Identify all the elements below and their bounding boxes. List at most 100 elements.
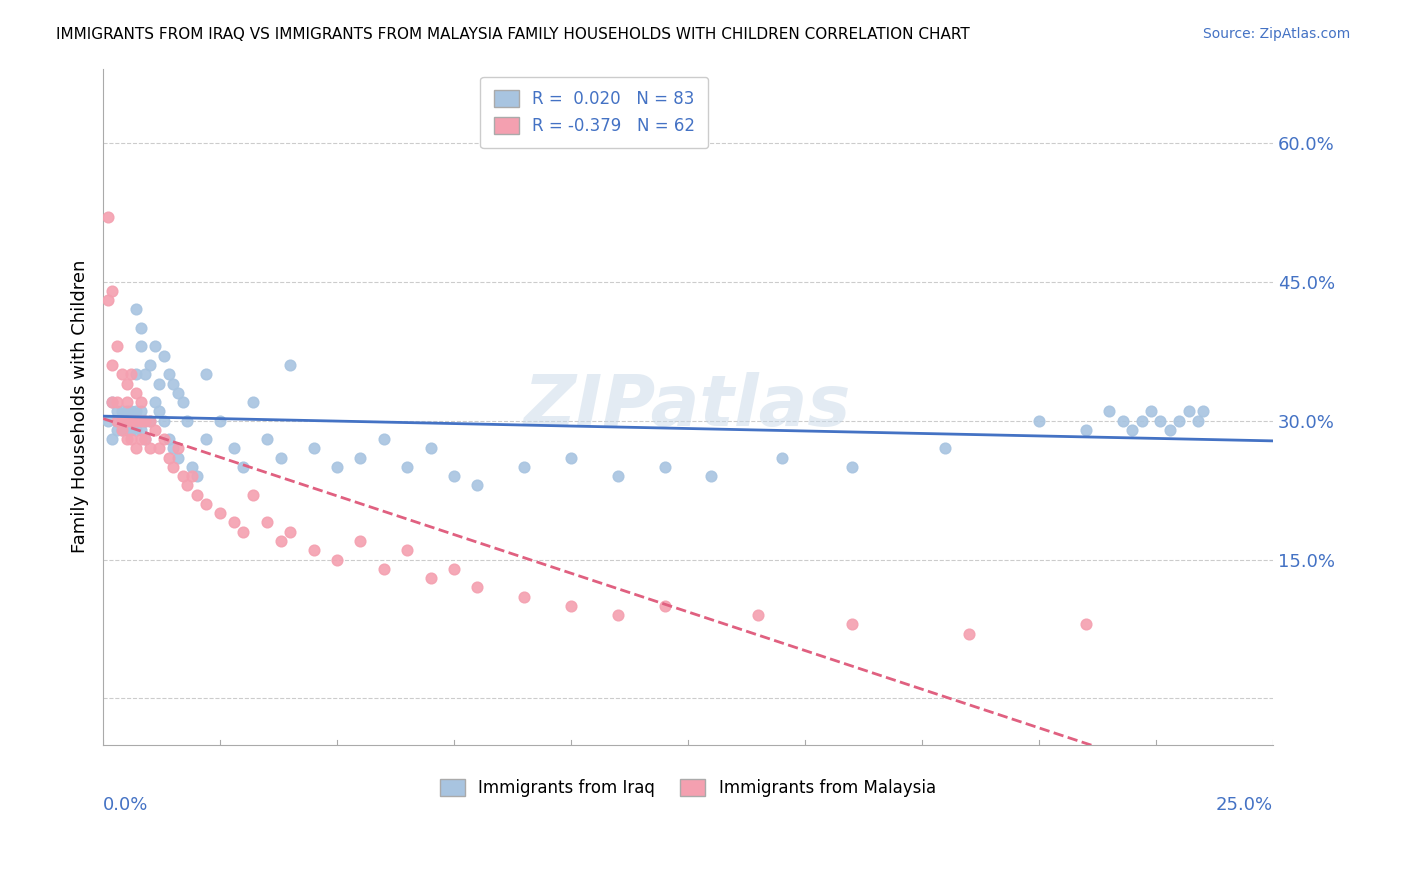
Point	[654, 599, 676, 613]
Point	[186, 488, 208, 502]
Point	[443, 562, 465, 576]
Point	[111, 404, 134, 418]
Point	[560, 599, 582, 613]
Point	[606, 469, 628, 483]
Text: Source: ZipAtlas.com: Source: ZipAtlas.com	[1202, 27, 1350, 41]
Point	[195, 368, 218, 382]
Point	[513, 459, 536, 474]
Point	[115, 413, 138, 427]
Point	[134, 413, 156, 427]
Point	[747, 608, 769, 623]
Point	[139, 358, 162, 372]
Point	[105, 404, 128, 418]
Point	[1130, 413, 1153, 427]
Point	[1074, 617, 1097, 632]
Point	[349, 450, 371, 465]
Point	[125, 368, 148, 382]
Point	[105, 413, 128, 427]
Point	[513, 590, 536, 604]
Point	[167, 450, 190, 465]
Point	[120, 413, 142, 427]
Point	[373, 562, 395, 576]
Point	[242, 395, 264, 409]
Point	[841, 617, 863, 632]
Point	[143, 423, 166, 437]
Point	[1074, 423, 1097, 437]
Point	[700, 469, 723, 483]
Point	[101, 432, 124, 446]
Point	[129, 321, 152, 335]
Point	[181, 469, 204, 483]
Point	[419, 571, 441, 585]
Point	[467, 580, 489, 594]
Point	[157, 368, 180, 382]
Point	[1112, 413, 1135, 427]
Point	[157, 432, 180, 446]
Point	[1028, 413, 1050, 427]
Point	[467, 478, 489, 492]
Point	[111, 423, 134, 437]
Point	[232, 524, 254, 539]
Point	[153, 349, 176, 363]
Point	[560, 450, 582, 465]
Point	[172, 395, 194, 409]
Point	[105, 339, 128, 353]
Point	[162, 376, 184, 391]
Point	[115, 395, 138, 409]
Point	[101, 395, 124, 409]
Point	[153, 413, 176, 427]
Y-axis label: Family Households with Children: Family Households with Children	[72, 260, 89, 553]
Point	[129, 423, 152, 437]
Point	[242, 488, 264, 502]
Point	[120, 432, 142, 446]
Point	[134, 413, 156, 427]
Point	[134, 432, 156, 446]
Point	[120, 423, 142, 437]
Point	[278, 524, 301, 539]
Point	[181, 459, 204, 474]
Point	[148, 442, 170, 456]
Point	[97, 210, 120, 224]
Point	[111, 413, 134, 427]
Point	[148, 404, 170, 418]
Point	[143, 339, 166, 353]
Text: 25.0%: 25.0%	[1216, 796, 1272, 814]
Point	[396, 459, 419, 474]
Point	[111, 368, 134, 382]
Point	[139, 413, 162, 427]
Point	[256, 516, 278, 530]
Point	[209, 413, 232, 427]
Point	[373, 432, 395, 446]
Point	[125, 413, 148, 427]
Point	[270, 533, 292, 548]
Point	[419, 442, 441, 456]
Point	[129, 339, 152, 353]
Point	[162, 459, 184, 474]
Point	[120, 368, 142, 382]
Point	[1177, 404, 1199, 418]
Point	[125, 404, 148, 418]
Point	[125, 302, 148, 317]
Point	[209, 506, 232, 520]
Point	[186, 469, 208, 483]
Point	[176, 413, 198, 427]
Point	[115, 423, 138, 437]
Point	[125, 442, 148, 456]
Point	[115, 376, 138, 391]
Point	[125, 385, 148, 400]
Point	[326, 552, 349, 566]
Point	[134, 432, 156, 446]
Point	[195, 432, 218, 446]
Point	[256, 432, 278, 446]
Point	[105, 413, 128, 427]
Text: ZIPatlas: ZIPatlas	[524, 372, 852, 442]
Point	[172, 469, 194, 483]
Point	[134, 368, 156, 382]
Point	[129, 413, 152, 427]
Point	[957, 626, 980, 640]
Point	[1140, 404, 1163, 418]
Point	[101, 284, 124, 298]
Point	[326, 459, 349, 474]
Point	[232, 459, 254, 474]
Point	[105, 395, 128, 409]
